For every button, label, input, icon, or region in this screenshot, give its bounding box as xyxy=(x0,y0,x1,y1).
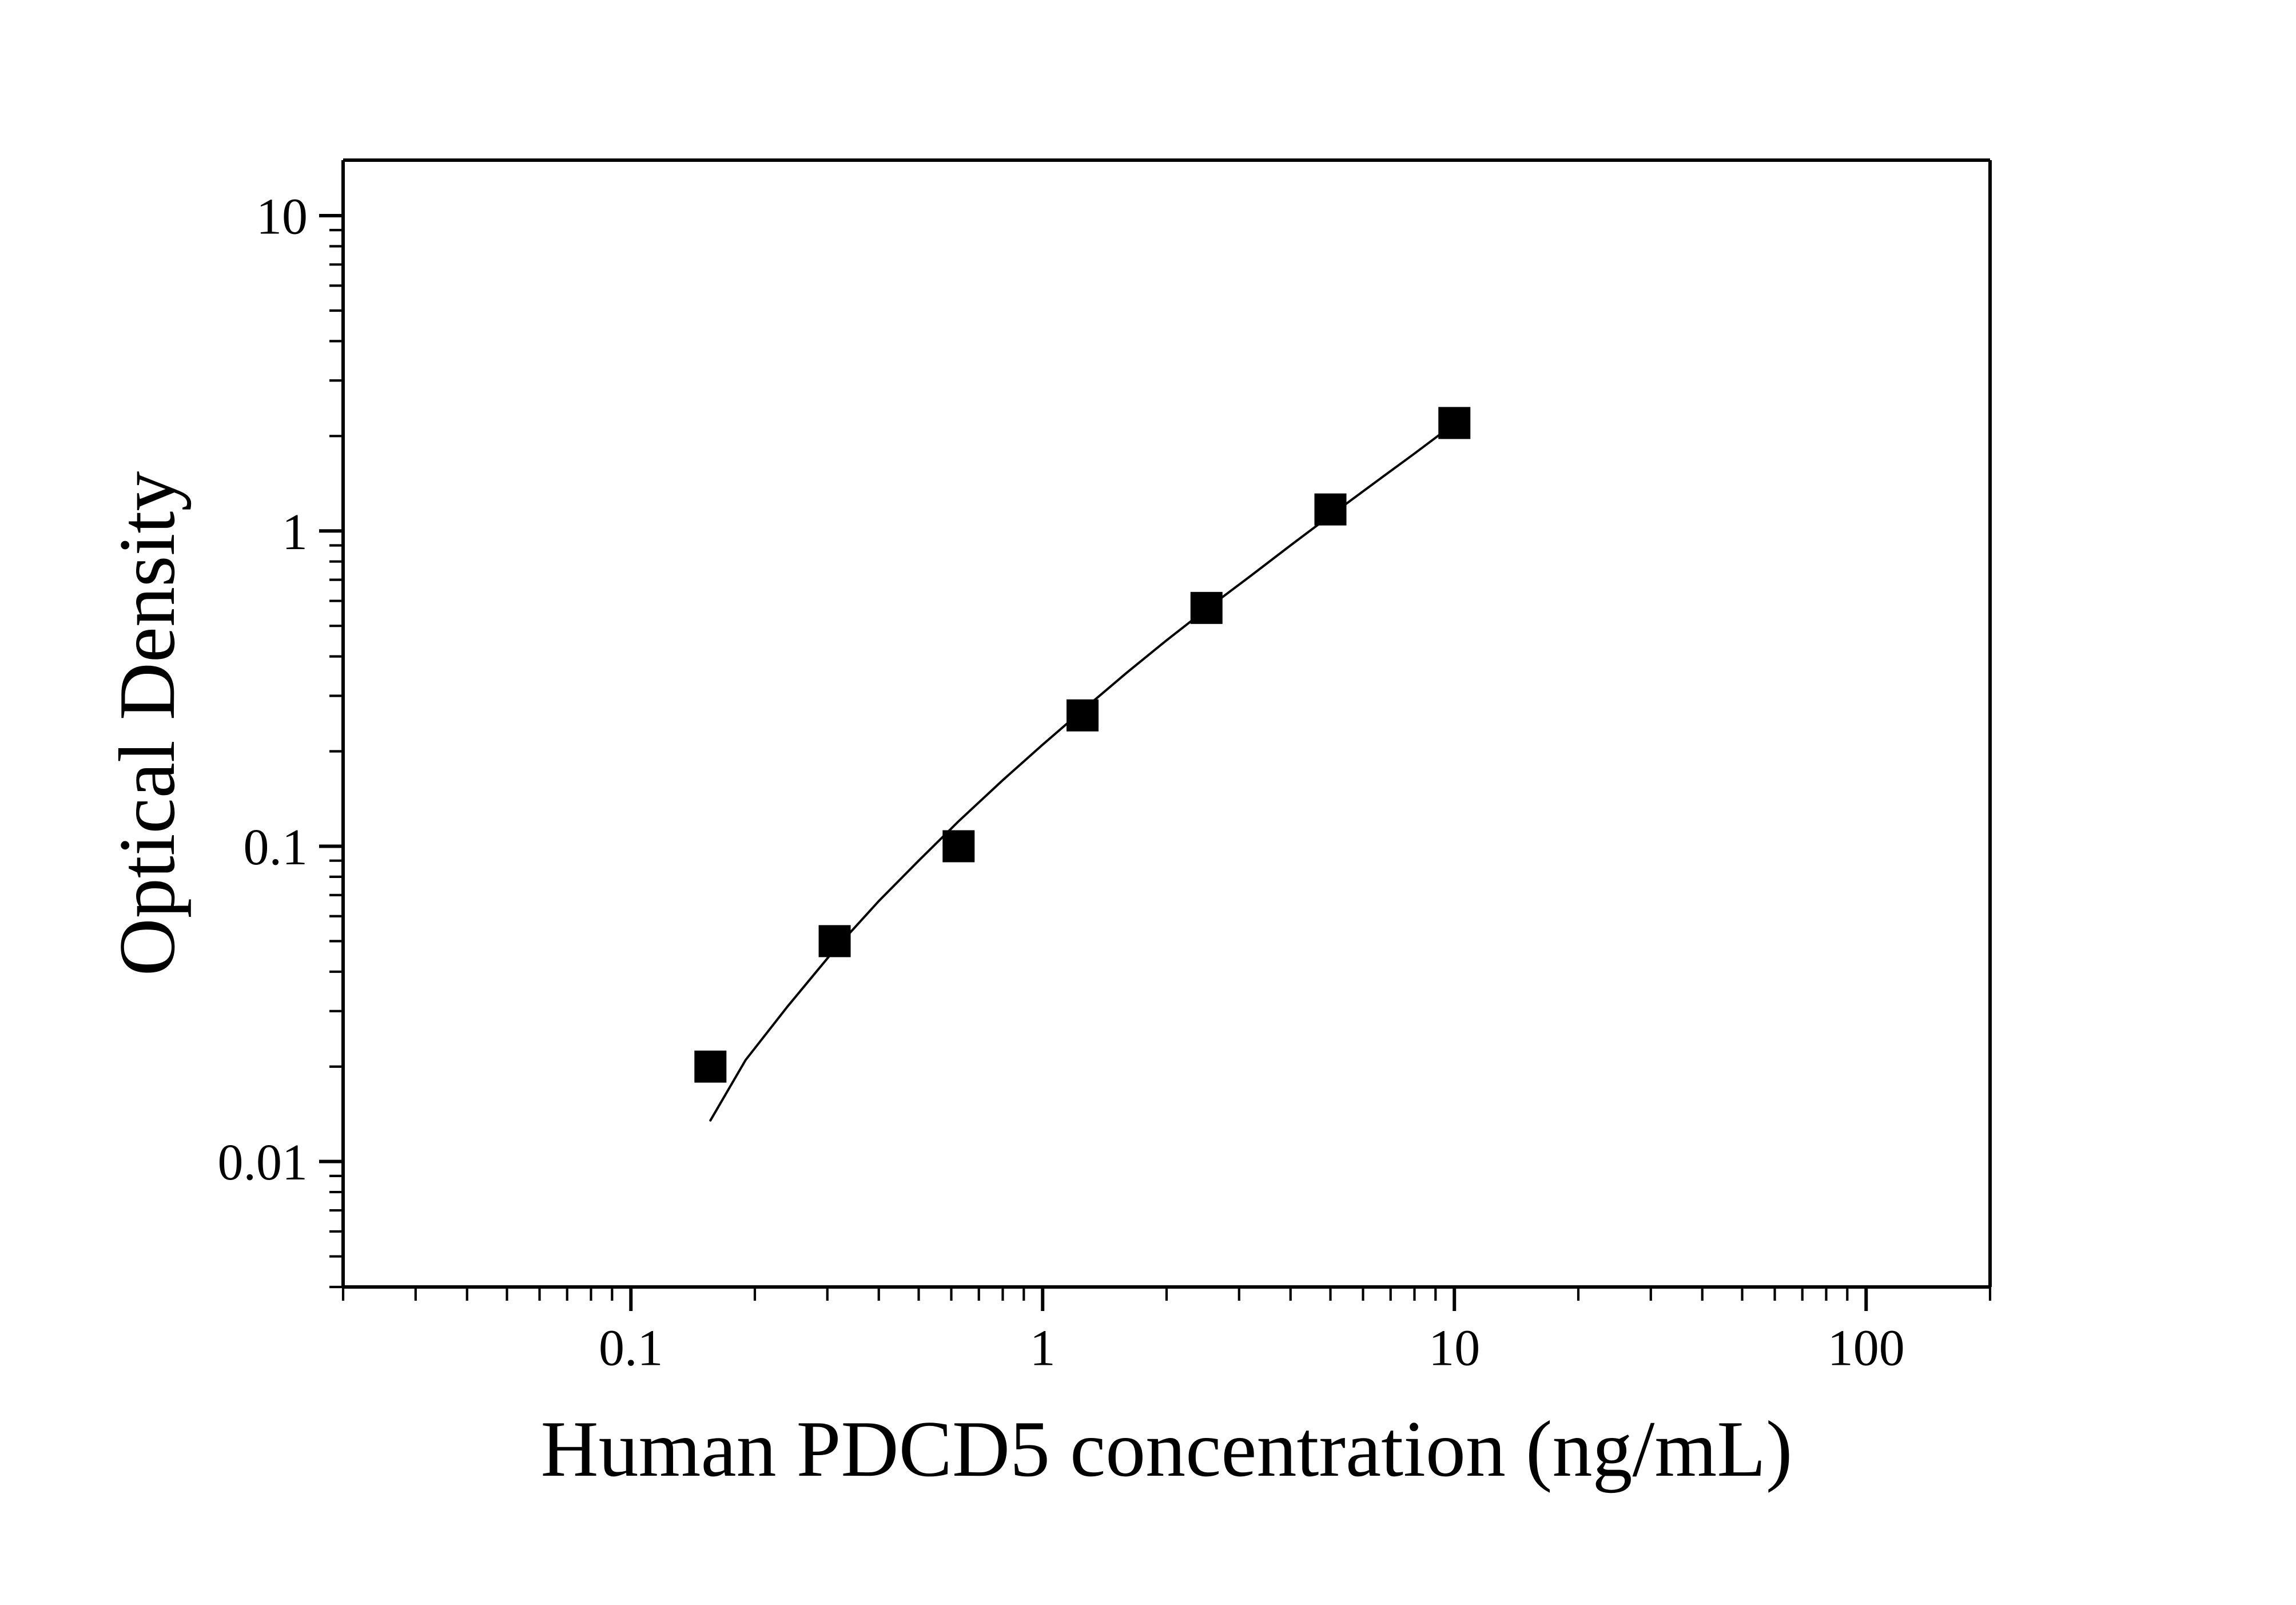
data-point xyxy=(1191,592,1223,624)
data-point xyxy=(1067,700,1099,732)
x-tick-label: 100 xyxy=(1828,1320,1905,1377)
y-tick-label: 1 xyxy=(282,504,308,561)
data-point xyxy=(694,1051,726,1083)
data-point xyxy=(942,830,974,862)
standard-curve-chart: 0.1 1 10 100 0.01 0.1 1 10 Human PDCD5 concentra… xyxy=(0,0,2296,1605)
y-tick-label: 0.01 xyxy=(218,1134,308,1191)
y-tick-label: 0.1 xyxy=(244,819,308,876)
y-tick-label: 10 xyxy=(256,189,308,245)
x-tick-label: 10 xyxy=(1428,1320,1480,1377)
x-tick-label: 0.1 xyxy=(599,1320,663,1377)
x-tick-label: 1 xyxy=(1030,1320,1056,1377)
chart-container: 0.1 1 10 100 0.01 0.1 1 10 Human PDCD5 concentra… xyxy=(0,0,2296,1605)
x-axis-label: Human PDCD5 concentration (ng/mL) xyxy=(540,1405,1792,1493)
data-point xyxy=(819,925,851,957)
y-axis-label: Optical Density xyxy=(103,471,192,976)
data-point xyxy=(1438,407,1470,439)
data-point xyxy=(1315,494,1347,526)
